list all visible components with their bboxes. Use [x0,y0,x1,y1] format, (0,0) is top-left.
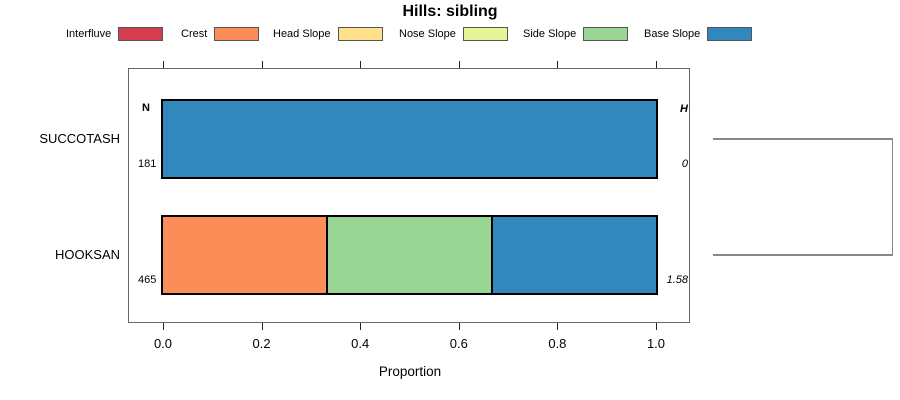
legend-color-swatch [707,27,753,41]
axis-tick-bottom [656,323,657,330]
legend-item: Nose Slope [399,26,508,42]
legend-color-swatch [337,27,383,41]
dendrogram-join-line [891,138,893,256]
bar-segment [325,217,491,293]
bar-segment [163,217,326,293]
x-tick-label: 0.4 [351,336,370,351]
axis-tick-top [261,61,263,68]
legend-item: Side Slope [523,26,629,42]
axis-tick-top [656,61,657,68]
bar-segment [490,217,657,293]
axis-tick-top [163,61,164,68]
legend-item: Interfluve [66,26,164,42]
x-tick-label: 0.6 [449,336,468,351]
axis-tick-bottom [163,323,164,330]
x-axis-title: Proportion [378,364,442,379]
dendrogram-leaf-line [713,138,893,140]
x-tick-label: 0.0 [153,336,173,351]
x-tick-label: 0.2 [252,336,271,351]
legend-item: Crest [181,26,260,42]
axis-tick-bottom [261,323,263,330]
row-n-value: 181 [138,158,157,170]
stacked-bar [161,215,658,295]
x-tick-label: 0.8 [548,336,567,351]
axis-tick-top [360,61,362,68]
legend-item-label: Nose Slope [399,28,456,40]
row-h-value: 1.58 [666,274,688,286]
axis-tick-bottom [557,323,559,330]
row-n-value: 465 [138,274,157,286]
axis-tick-bottom [458,323,460,330]
legend-color-swatch [583,27,629,41]
legend-color-swatch [118,27,164,41]
legend-item-label: Interfluve [66,28,112,40]
legend-color-swatch [462,27,508,41]
dendrogram-leaf-line [713,254,893,256]
n-column-header: N [142,102,150,114]
legend-item: Base Slope [644,26,753,42]
legend-item: Head Slope [273,26,383,42]
axis-tick-bottom [360,323,362,330]
chart-title: Hills: sibling [402,3,498,20]
legend-item-label: Base Slope [644,28,701,40]
y-category-label: HOOKSAN [54,247,120,262]
x-tick-label: 1.0 [646,336,666,351]
legend-item-label: Side Slope [523,28,577,40]
h-column-header: H [680,103,688,115]
bar-segment [163,101,656,177]
row-h-value: 0 [681,158,688,170]
legend-color-swatch [214,27,260,41]
y-category-label: SUCCOTASH [39,131,120,146]
stacked-bar [161,99,658,179]
axis-tick-top [458,61,460,68]
legend-item-label: Crest [181,28,208,40]
legend-item-label: Head Slope [273,28,331,40]
axis-tick-top [557,61,559,68]
